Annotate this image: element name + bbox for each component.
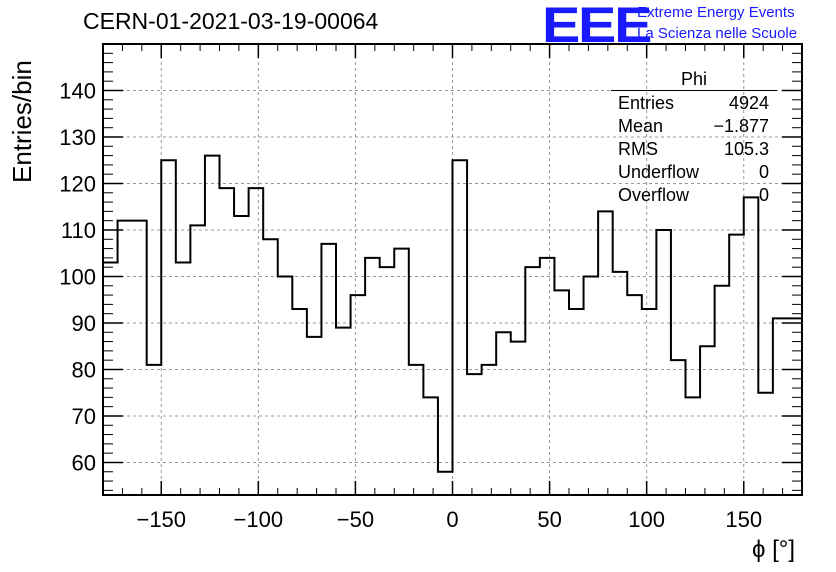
x-tick-label: 150 — [725, 507, 762, 532]
stats-box: Phi Entries 4924 Mean −1.877 RMS 105.3 U… — [611, 68, 777, 207]
chart-title: CERN-01-2021-03-19-00064 — [83, 8, 379, 34]
y-tick-label: 70 — [72, 404, 96, 429]
y-tick-label: 90 — [72, 311, 96, 336]
y-tick-label: 60 — [72, 450, 96, 475]
stats-value: 0 — [758, 162, 769, 182]
stats-title: Phi — [611, 68, 777, 91]
y-axis-label: Entries/bin — [7, 60, 37, 183]
stats-row-rms: RMS 105.3 — [611, 138, 777, 161]
axis-ticks — [102, 44, 803, 495]
x-tick-label: 50 — [537, 507, 561, 532]
x-tick-label: 0 — [446, 507, 458, 532]
histogram-step-line — [103, 154, 802, 473]
y-tick-label: 120 — [59, 171, 96, 196]
y-tick-label: 80 — [72, 357, 96, 382]
stats-value: 4924 — [728, 93, 769, 113]
x-axis-label: ϕ [°] — [752, 536, 796, 563]
logo-subtitle-1: Extreme Energy Events — [637, 4, 795, 21]
stats-row-entries: Entries 4924 — [611, 92, 777, 115]
stats-value: 105.3 — [723, 139, 769, 159]
y-tick-label: 110 — [61, 218, 96, 243]
stats-row-mean: Mean −1.877 — [611, 115, 777, 138]
tick-labels: −150 −100 −50 0 50 100 150 60 70 80 90 100 110 120 130… — [59, 78, 762, 532]
x-tick-label: 100 — [628, 507, 665, 532]
stats-label: Overflow — [618, 185, 690, 205]
stats-label: RMS — [618, 139, 658, 159]
stats-label: Mean — [618, 116, 664, 136]
x-tick-label: −100 — [234, 507, 284, 532]
x-tick-label: −150 — [136, 507, 186, 532]
y-tick-label: 140 — [59, 78, 96, 103]
x-tick-label: −50 — [337, 507, 374, 532]
stats-label: Underflow — [618, 162, 700, 182]
eee-logo: EEE — [542, 0, 652, 53]
stats-label: Entries — [618, 93, 675, 113]
logo-subtitle-2: La Scienza nelle Scuole — [637, 25, 798, 42]
stats-value: −1.877 — [713, 116, 769, 136]
y-tick-label: 130 — [59, 125, 96, 150]
stats-row-overflow: Overflow 0 — [611, 184, 777, 207]
stats-row-underflow: Underflow 0 — [611, 161, 777, 184]
stats-value: 0 — [758, 185, 769, 205]
plot-frame — [102, 43, 803, 496]
y-tick-label: 100 — [59, 264, 96, 289]
